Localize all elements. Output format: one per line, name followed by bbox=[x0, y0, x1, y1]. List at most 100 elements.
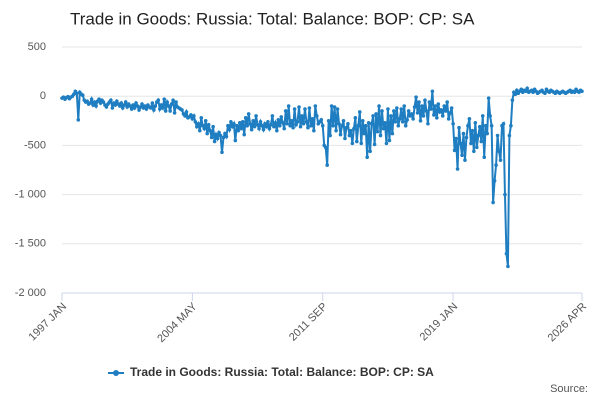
point bbox=[415, 111, 420, 115]
point bbox=[280, 120, 285, 125]
point bbox=[171, 98, 175, 102]
point bbox=[486, 96, 491, 100]
point bbox=[411, 117, 415, 121]
point bbox=[399, 107, 404, 111]
point bbox=[110, 106, 115, 110]
point bbox=[519, 87, 524, 92]
point bbox=[159, 103, 164, 107]
point bbox=[291, 125, 295, 130]
point bbox=[427, 100, 432, 104]
point bbox=[226, 123, 230, 128]
point bbox=[531, 90, 535, 95]
point bbox=[344, 125, 349, 130]
point bbox=[242, 132, 247, 137]
point bbox=[263, 121, 267, 126]
point bbox=[138, 105, 143, 109]
point bbox=[196, 121, 201, 126]
point bbox=[120, 106, 125, 110]
point bbox=[386, 107, 390, 111]
point bbox=[409, 112, 414, 116]
point bbox=[343, 136, 347, 141]
point bbox=[319, 118, 324, 122]
point bbox=[332, 105, 337, 109]
y-tick-label: 500 bbox=[28, 41, 46, 53]
point bbox=[285, 121, 289, 126]
point bbox=[387, 138, 392, 143]
point bbox=[183, 114, 187, 118]
point bbox=[359, 141, 364, 146]
point bbox=[457, 125, 461, 130]
point bbox=[424, 109, 429, 113]
point bbox=[418, 119, 423, 123]
point bbox=[485, 131, 489, 136]
point bbox=[233, 138, 238, 143]
point bbox=[289, 119, 294, 123]
point bbox=[341, 119, 346, 123]
y-tick-label: -2 000 bbox=[15, 287, 46, 299]
point bbox=[168, 109, 172, 113]
x-tick-label: 2026 APR bbox=[546, 301, 590, 345]
point bbox=[209, 135, 214, 140]
point bbox=[295, 119, 300, 124]
x-tick-label: 2011 SEP bbox=[287, 301, 330, 344]
point bbox=[501, 121, 506, 126]
y-tick-label: -500 bbox=[24, 139, 46, 151]
point bbox=[515, 88, 519, 93]
point bbox=[223, 131, 227, 136]
point bbox=[362, 131, 367, 136]
point bbox=[128, 104, 132, 108]
point bbox=[273, 120, 278, 125]
point bbox=[199, 116, 204, 120]
point bbox=[315, 114, 319, 118]
point bbox=[301, 121, 306, 126]
point bbox=[211, 124, 215, 129]
point bbox=[466, 123, 470, 128]
point bbox=[509, 123, 513, 128]
point bbox=[491, 200, 495, 205]
point bbox=[543, 91, 547, 96]
point bbox=[417, 100, 421, 104]
point bbox=[460, 153, 464, 158]
point bbox=[381, 126, 386, 131]
point bbox=[337, 121, 341, 126]
point bbox=[461, 131, 466, 136]
point bbox=[412, 105, 417, 109]
point bbox=[266, 119, 270, 124]
point bbox=[366, 120, 371, 125]
point bbox=[218, 133, 223, 138]
point bbox=[243, 116, 248, 120]
point bbox=[326, 119, 331, 123]
series-line bbox=[61, 85, 583, 267]
point bbox=[129, 107, 134, 111]
point bbox=[369, 121, 374, 126]
point bbox=[523, 89, 528, 94]
point bbox=[350, 141, 355, 146]
point bbox=[257, 126, 261, 131]
point bbox=[132, 106, 137, 110]
point bbox=[261, 127, 266, 132]
point bbox=[451, 121, 455, 126]
point bbox=[396, 123, 401, 128]
point bbox=[165, 100, 169, 104]
source: Source: bbox=[550, 383, 588, 395]
point bbox=[525, 86, 529, 91]
point bbox=[236, 128, 241, 133]
x-tick-label: 2004 MAY bbox=[155, 300, 200, 345]
point bbox=[467, 117, 472, 121]
point bbox=[580, 89, 584, 94]
point bbox=[282, 126, 287, 131]
point bbox=[463, 158, 467, 162]
point bbox=[197, 128, 202, 133]
point bbox=[360, 119, 365, 123]
point bbox=[363, 123, 368, 128]
point bbox=[249, 127, 254, 132]
point bbox=[475, 145, 479, 150]
point bbox=[423, 98, 427, 102]
point bbox=[245, 123, 249, 128]
point bbox=[152, 108, 156, 112]
point bbox=[323, 145, 328, 150]
point bbox=[109, 98, 113, 102]
point bbox=[123, 100, 128, 104]
point bbox=[389, 114, 393, 118]
